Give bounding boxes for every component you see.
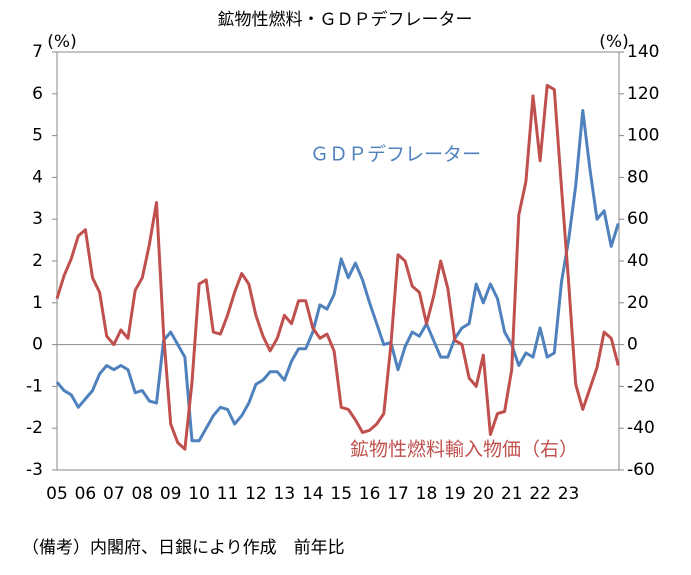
x-tick-label: 15 [330, 484, 352, 504]
series-label: ＧＤＰデフレーター [310, 144, 481, 166]
y-tick-label: 4 [32, 167, 43, 187]
x-tick-label: 09 [160, 484, 182, 504]
series-label: 鉱物性燃料輸入物価（右） [350, 439, 578, 461]
y2-tick-label: 100 [627, 126, 659, 146]
y2-tick-label: 140 [627, 42, 659, 62]
series-line [55, 109, 620, 443]
y-axis-label: (%) [47, 32, 76, 52]
y2-axis-label: (%) [599, 32, 628, 52]
x-tick-label: 23 [558, 484, 580, 504]
y-tick-label: -3 [26, 460, 43, 480]
x-tick-label: 07 [103, 484, 125, 504]
x-tick-label: 21 [501, 484, 523, 504]
y2-tick-label: 20 [627, 293, 649, 313]
x-tick-label: 20 [472, 484, 494, 504]
x-tick-label: 05 [46, 484, 68, 504]
x-tick-label: 16 [359, 484, 381, 504]
chart-title: 鉱物性燃料・ＧＤＰデフレーター [218, 9, 473, 30]
y-tick-label: -1 [26, 376, 43, 396]
x-tick-label: 08 [131, 484, 153, 504]
series-line [55, 83, 620, 451]
y2-tick-label: 80 [627, 167, 649, 187]
x-tick-label: 19 [444, 484, 466, 504]
y2-tick-label: 40 [627, 251, 649, 271]
y-tick-label: 7 [32, 42, 43, 62]
y-tick-label: 6 [32, 84, 43, 104]
y-tick-label: 0 [32, 335, 43, 355]
y2-tick-label: 60 [627, 209, 649, 229]
x-tick-label: 06 [75, 484, 97, 504]
y-tick-label: 2 [32, 251, 43, 271]
x-tick-label: 11 [217, 484, 239, 504]
x-tick-label: 12 [245, 484, 267, 504]
footnote: （備考）内閣府、日銀により作成 前年比 [22, 538, 345, 558]
x-tick-label: 22 [529, 484, 551, 504]
y2-tick-label: 0 [627, 335, 638, 355]
y-tick-label: -2 [26, 418, 43, 438]
y-tick-label: 3 [32, 209, 43, 229]
x-tick-label: 17 [387, 484, 409, 504]
x-tick-label: 10 [188, 484, 210, 504]
y-tick-label: 5 [32, 126, 43, 146]
x-tick-label: 18 [416, 484, 438, 504]
y-tick-label: 1 [32, 293, 43, 313]
y2-tick-label: -20 [627, 376, 655, 396]
y2-tick-label: -40 [627, 418, 655, 438]
y2-tick-label: -60 [627, 460, 655, 480]
y2-tick-label: 120 [627, 84, 659, 104]
x-tick-label: 14 [302, 484, 324, 504]
x-tick-label: 13 [274, 484, 296, 504]
